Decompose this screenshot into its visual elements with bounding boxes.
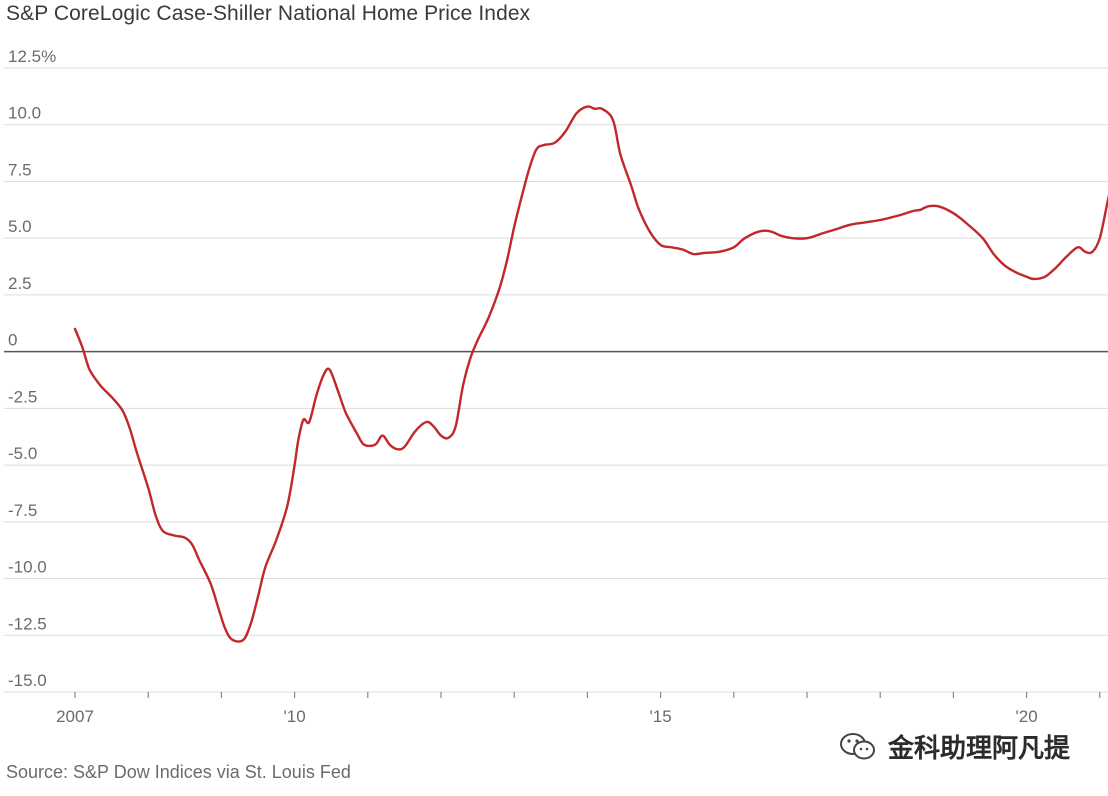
series-line (73, 105, 1108, 643)
y-tick-label: -7.5 (8, 501, 37, 520)
y-tick-label: 2.5 (8, 274, 32, 293)
x-tick-label: '20 (1016, 707, 1038, 726)
y-axis-ticks: 12.5% 10.0 7.5 5.0 2.5 0 -2.5 -5.0 -7.5 -10.0 -12.… (8, 47, 56, 690)
y-tick-label: 12.5% (8, 47, 56, 66)
x-tick-label: 2007 (56, 707, 94, 726)
y-tick-label: 5.0 (8, 217, 32, 236)
chart-title: S&P CoreLogic Case-Shiller National Home… (6, 2, 531, 25)
y-tick-label: -10.0 (8, 558, 47, 577)
y-tick-label: 0 (8, 331, 17, 350)
x-axis-ticks: 2007 '10 '15 '20 (56, 692, 1101, 726)
y-tick-label: -5.0 (8, 444, 37, 463)
y-tick-label: -15.0 (8, 671, 47, 690)
y-tick-label: -2.5 (8, 387, 37, 406)
x-tick-label: '10 (284, 707, 306, 726)
gridlines (4, 67, 1108, 693)
y-tick-label: 10.0 (8, 104, 41, 123)
watermark: 金科助理阿凡提 (838, 728, 1070, 765)
source-note: Source: S&P Dow Indices via St. Louis Fe… (6, 762, 351, 782)
y-tick-label: -12.5 (8, 614, 47, 633)
x-tick-label: '15 (650, 707, 672, 726)
wechat-icon (838, 730, 878, 764)
watermark-text: 金科助理阿凡提 (888, 734, 1071, 764)
series-layer (73, 105, 1108, 643)
y-tick-label: 7.5 (8, 160, 32, 179)
